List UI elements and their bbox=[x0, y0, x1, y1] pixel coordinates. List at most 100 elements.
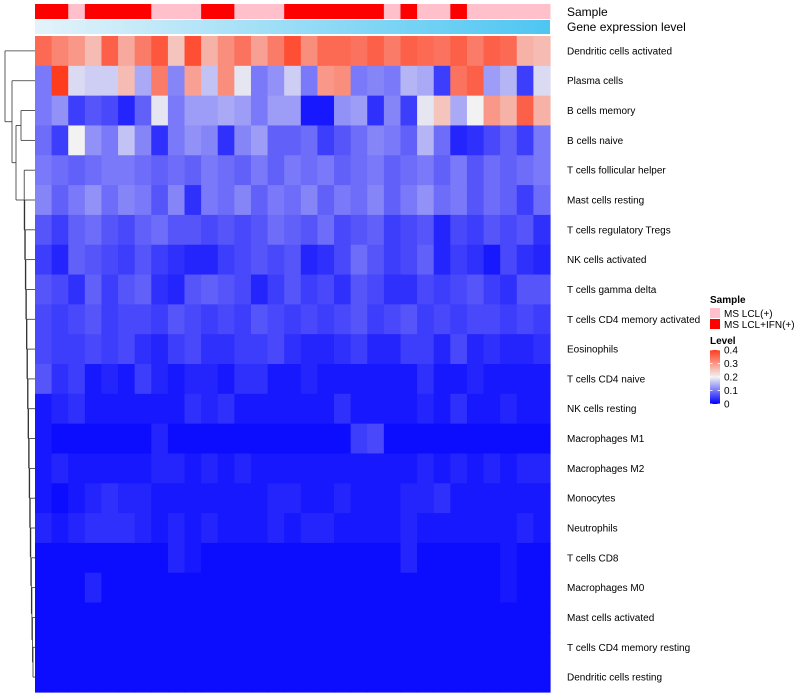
heatmap-cell bbox=[350, 572, 368, 604]
heatmap-cell bbox=[383, 423, 402, 455]
heatmap-cell bbox=[483, 304, 501, 335]
heatmap-cell bbox=[51, 662, 69, 693]
heatmap-cell bbox=[134, 572, 152, 604]
heatmap-cell bbox=[300, 542, 319, 574]
heatmap-cell bbox=[483, 274, 501, 305]
heatmap-cell bbox=[400, 632, 418, 663]
heatmap-cell bbox=[367, 95, 385, 127]
heatmap-cell bbox=[433, 602, 451, 633]
heatmap-cell bbox=[201, 36, 219, 67]
heatmap-cell bbox=[51, 632, 69, 663]
heatmap-cell bbox=[51, 483, 69, 514]
heatmap-cell bbox=[400, 662, 418, 693]
heatmap-cell bbox=[201, 453, 219, 484]
heatmap-cell bbox=[151, 65, 169, 97]
heatmap-cell bbox=[101, 334, 119, 365]
heatmap-cell bbox=[101, 393, 119, 425]
heatmap-cell bbox=[466, 662, 485, 693]
row-dendrogram bbox=[4, 50, 35, 678]
heatmap-cell bbox=[483, 334, 501, 365]
row-label: Mast cells activated bbox=[567, 613, 654, 624]
heatmap-cell bbox=[400, 125, 418, 156]
row-label: NK cells activated bbox=[567, 255, 646, 266]
heatmap-cell bbox=[118, 274, 136, 305]
row-label: Mast cells resting bbox=[567, 196, 644, 207]
sample-annotation-cell bbox=[84, 4, 102, 19]
heatmap-cell bbox=[267, 185, 285, 216]
legend-swatch-ms-lcl bbox=[710, 308, 720, 318]
heatmap-cell bbox=[383, 662, 402, 693]
sample-annotation-cell bbox=[533, 4, 551, 19]
heatmap-cell bbox=[167, 244, 186, 276]
heatmap-cell bbox=[533, 214, 551, 246]
heatmap-cell bbox=[134, 334, 152, 365]
heatmap-cell bbox=[334, 65, 352, 97]
heatmap-cell bbox=[334, 453, 352, 484]
heatmap-cell bbox=[533, 662, 551, 693]
heatmap-cell bbox=[483, 95, 501, 127]
heatmap-cell bbox=[250, 155, 269, 186]
sample-annotation-cell bbox=[234, 4, 252, 19]
heatmap-cell bbox=[317, 36, 335, 67]
heatmap-cell bbox=[35, 423, 53, 455]
heatmap-cell bbox=[284, 274, 302, 305]
heatmap-cell bbox=[300, 244, 319, 276]
heatmap-cell bbox=[234, 364, 252, 395]
heatmap-cell bbox=[201, 364, 219, 395]
heatmap-cell bbox=[184, 274, 202, 305]
heatmap-cell bbox=[184, 244, 202, 276]
legend-tick-label: 0.1 bbox=[724, 386, 738, 397]
heatmap-cell bbox=[101, 244, 119, 276]
heatmap-cell bbox=[101, 542, 119, 574]
heatmap-cell bbox=[317, 304, 335, 335]
heatmap-cell bbox=[234, 274, 252, 305]
heatmap-cell bbox=[367, 393, 385, 425]
heatmap-cell bbox=[500, 513, 518, 544]
heatmap-cell bbox=[267, 542, 285, 574]
heatmap-cell bbox=[217, 155, 235, 186]
heatmap-cell bbox=[101, 453, 119, 484]
heatmap-cell bbox=[151, 36, 169, 67]
heatmap-cell bbox=[201, 423, 219, 455]
heatmap-cell bbox=[300, 125, 319, 156]
heatmap-cell bbox=[400, 423, 418, 455]
heatmap-cell bbox=[250, 65, 269, 97]
heatmap-cell bbox=[400, 542, 418, 574]
heatmap-cell bbox=[201, 662, 219, 693]
heatmap-cell bbox=[201, 274, 219, 305]
heatmap-cell bbox=[500, 393, 518, 425]
heatmap-cell bbox=[134, 423, 152, 455]
heatmap-cell bbox=[118, 393, 136, 425]
heatmap-cell bbox=[217, 393, 235, 425]
heatmap-cell bbox=[417, 602, 435, 633]
heatmap-cell bbox=[84, 572, 103, 604]
heatmap-cell bbox=[466, 453, 485, 484]
heatmap-cell bbox=[350, 155, 368, 186]
heatmap-cell bbox=[167, 453, 186, 484]
sample-annotation-cell bbox=[500, 4, 518, 19]
heatmap-cell bbox=[134, 393, 152, 425]
row-labels: Dendritic cells activated Plasma cells B c… bbox=[567, 46, 700, 683]
heatmap-cell bbox=[84, 36, 103, 67]
heatmap-cell bbox=[284, 125, 302, 156]
heatmap-cell bbox=[84, 125, 103, 156]
heatmap-cell bbox=[500, 214, 518, 246]
heatmap-cell bbox=[400, 513, 418, 544]
heatmap-cell bbox=[516, 274, 534, 305]
heatmap-cell bbox=[284, 304, 302, 335]
sample-annotation-cell bbox=[367, 4, 385, 19]
heatmap-cell bbox=[417, 95, 435, 127]
heatmap-cell bbox=[533, 423, 551, 455]
heatmap-cell bbox=[51, 334, 69, 365]
heatmap-cell bbox=[516, 125, 534, 156]
heatmap-cell bbox=[250, 36, 269, 67]
heatmap-cell bbox=[151, 602, 169, 633]
heatmap-cell bbox=[367, 423, 385, 455]
row-label: Macrophages M1 bbox=[567, 434, 645, 445]
heatmap-cell bbox=[300, 483, 319, 514]
heatmap-cell bbox=[84, 65, 103, 97]
heatmap-cell bbox=[317, 602, 335, 633]
heatmap-cell bbox=[167, 483, 186, 514]
heatmap-cell bbox=[184, 155, 202, 186]
heatmap-cell bbox=[151, 95, 169, 127]
